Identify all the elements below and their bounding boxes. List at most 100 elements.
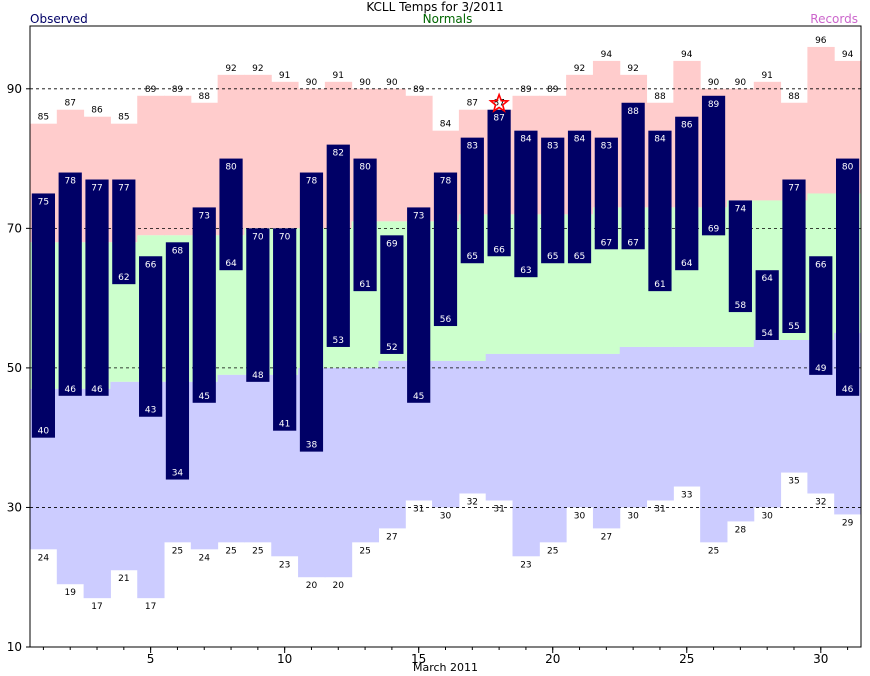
observed-low-label: 65 — [574, 252, 585, 262]
observed-high-label: 80 — [359, 163, 371, 173]
record-low-label: 32 — [467, 497, 478, 507]
observed-low-label: 56 — [440, 315, 452, 325]
observed-bar — [219, 158, 243, 271]
observed-high-label: 89 — [708, 100, 720, 110]
observed-high-label: 84 — [574, 135, 586, 145]
observed-low-label: 64 — [681, 259, 693, 269]
observed-low-label: 53 — [333, 336, 344, 346]
observed-high-label: 77 — [788, 184, 799, 194]
record-high-label: 84 — [440, 120, 452, 130]
record-low-band — [512, 353, 540, 557]
observed-bar — [621, 102, 645, 250]
observed-bar — [433, 172, 458, 327]
record-low-label: 29 — [842, 518, 854, 528]
record-low-band — [566, 353, 594, 508]
record-high-label: 92 — [225, 64, 236, 74]
record-high-label: 94 — [681, 50, 693, 60]
observed-low-label: 67 — [627, 238, 638, 248]
record-high-label: 88 — [199, 92, 211, 102]
record-high-label: 88 — [788, 92, 800, 102]
record-high-band — [726, 88, 755, 201]
record-low-label: 21 — [118, 574, 129, 584]
observed-bar — [299, 172, 324, 452]
observed-low-label: 46 — [91, 385, 103, 395]
record-low-label: 31 — [654, 504, 665, 514]
record-low-band — [619, 346, 648, 508]
record-high-label: 91 — [333, 71, 344, 81]
observed-low-label: 61 — [654, 280, 665, 290]
record-high-label: 87 — [467, 99, 478, 109]
observed-low-label: 52 — [386, 343, 397, 353]
record-low-band — [700, 346, 728, 543]
observed-low-label: 67 — [601, 238, 612, 248]
record-low-label: 31 — [493, 504, 504, 514]
observed-high-label: 83 — [601, 142, 612, 152]
observed-bar — [648, 130, 672, 292]
record-low-label: 20 — [333, 581, 345, 591]
record-low-band — [726, 346, 755, 522]
record-low-label: 35 — [788, 477, 799, 487]
record-low-band — [780, 339, 808, 473]
observed-high-label: 70 — [279, 232, 291, 242]
record-low-label: 32 — [815, 497, 826, 507]
observed-bar — [326, 144, 350, 347]
record-high-label: 90 — [359, 78, 371, 88]
observed-high-label: 86 — [681, 121, 693, 131]
observed-bar — [567, 130, 592, 264]
observed-high-label: 78 — [64, 177, 76, 187]
observed-low-label: 55 — [788, 322, 799, 332]
record-low-label: 27 — [386, 532, 397, 542]
x-axis-label: March 2011 — [413, 661, 478, 674]
observed-bar — [273, 228, 297, 431]
observed-low-label: 54 — [761, 329, 773, 339]
observed-bar — [809, 256, 833, 375]
record-high-band — [378, 88, 406, 222]
record-high-label: 87 — [493, 99, 504, 109]
observed-bar — [246, 228, 270, 382]
observed-high-label: 88 — [627, 107, 639, 117]
record-low-label: 19 — [64, 588, 76, 598]
observed-low-label: 34 — [172, 469, 184, 479]
observed-bar — [31, 193, 56, 438]
observed-low-label: 61 — [359, 280, 370, 290]
y-tick-label: 30 — [7, 500, 22, 514]
record-low-label: 31 — [413, 504, 424, 514]
observed-bar — [139, 256, 163, 417]
record-low-label: 17 — [145, 602, 156, 612]
observed-low-label: 66 — [493, 245, 505, 255]
record-high-band — [164, 95, 192, 236]
record-high-band — [271, 81, 299, 229]
observed-high-label: 78 — [306, 177, 318, 187]
record-low-label: 30 — [574, 511, 586, 521]
record-low-band — [56, 388, 85, 585]
observed-legend: Observed — [30, 12, 88, 26]
record-low-label: 25 — [252, 546, 263, 556]
record-high-label: 87 — [64, 99, 75, 109]
observed-low-label: 69 — [708, 224, 720, 234]
record-high-label: 91 — [761, 71, 772, 81]
y-tick-label: 90 — [7, 82, 22, 96]
record-low-band — [378, 360, 406, 529]
observed-high-label: 66 — [145, 260, 157, 270]
y-tick-label: 10 — [7, 640, 22, 654]
record-low-band — [753, 339, 782, 508]
observed-high-label: 64 — [761, 274, 773, 284]
x-tick-label: 15 — [411, 652, 426, 666]
record-high-label: 92 — [627, 64, 638, 74]
observed-low-label: 38 — [306, 441, 318, 451]
observed-bar — [460, 137, 484, 264]
observed-low-label: 46 — [64, 385, 76, 395]
observed-bar — [755, 270, 779, 340]
observed-low-label: 43 — [145, 406, 156, 416]
record-low-label: 30 — [761, 511, 773, 521]
record-high-band — [244, 74, 272, 229]
record-low-band — [83, 388, 111, 599]
observed-low-label: 45 — [413, 392, 424, 402]
observed-high-label: 70 — [252, 232, 264, 242]
observed-bar — [728, 200, 752, 313]
observed-bar — [835, 158, 860, 396]
record-high-label: 88 — [654, 92, 666, 102]
observed-low-label: 41 — [279, 420, 290, 430]
record-high-band — [137, 95, 165, 236]
